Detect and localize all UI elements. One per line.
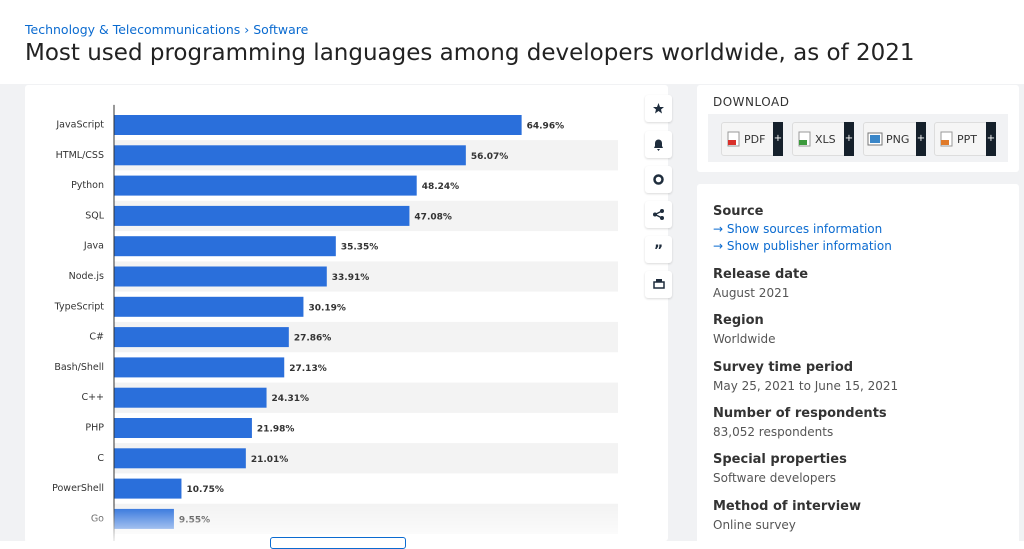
page-title: Most used programming languages among de…: [25, 40, 915, 66]
bar: [114, 357, 285, 378]
info-label: Special properties: [713, 452, 847, 468]
info-value: 83,052 respondents: [713, 424, 834, 439]
info-link[interactable]: → Show publisher information: [713, 239, 892, 253]
bar: [114, 205, 410, 226]
data-label: 33.91%: [332, 273, 370, 283]
data-label: 64.96%: [527, 122, 565, 132]
breadcrumb-link[interactable]: Technology & Telecommunications: [25, 22, 241, 37]
cite-button[interactable]: ”: [645, 236, 672, 263]
info-value: Online survey: [713, 517, 796, 532]
y-tick-label: Python: [71, 180, 104, 191]
y-tick-label: Node.js: [69, 271, 104, 282]
data-label: 24.31%: [272, 394, 310, 404]
y-tick-label: TypeScript: [54, 301, 105, 312]
bar: [114, 236, 336, 257]
download-label: PNG: [886, 132, 910, 146]
download-button[interactable]: PPT +: [934, 122, 996, 156]
download-button[interactable]: PDF +: [721, 122, 783, 156]
share-button[interactable]: [645, 201, 672, 228]
download-label: PPT: [957, 132, 977, 146]
bar: [114, 418, 252, 438]
info-value: Software developers: [713, 471, 837, 486]
info-value: May 25, 2021 to June 15, 2021: [713, 378, 899, 393]
info-label: Release date: [713, 267, 809, 282]
bar: [114, 387, 267, 408]
data-label: 10.75%: [186, 485, 224, 495]
svg-text:”: ”: [654, 243, 663, 259]
data-label: 56.07%: [471, 152, 509, 162]
download-label: PDF: [744, 132, 766, 146]
y-tick-label: HTML/CSS: [56, 150, 104, 161]
bar: [114, 478, 182, 499]
info-label: Method of interview: [713, 498, 862, 514]
breadcrumb-link[interactable]: Software: [253, 22, 309, 37]
info-label: Survey time period: [713, 359, 854, 375]
print-button[interactable]: [645, 271, 672, 298]
y-tick-label: C: [97, 453, 104, 464]
download-button[interactable]: PNG +: [863, 122, 926, 156]
info-label: Number of respondents: [713, 405, 887, 421]
data-label: 21.01%: [251, 455, 289, 465]
y-tick-label: SQL: [85, 210, 105, 221]
bar: [114, 115, 522, 135]
info-value: August 2021: [713, 286, 790, 300]
breadcrumb-separator: ›: [244, 22, 250, 37]
bar: [114, 327, 289, 348]
info-link[interactable]: → Show sources information: [713, 222, 883, 236]
download-title: DOWNLOAD: [713, 95, 790, 109]
y-tick-label: Java: [83, 241, 104, 252]
settings-button[interactable]: [645, 166, 672, 193]
bar: [114, 145, 466, 166]
y-tick-label: PHP: [85, 423, 104, 434]
fade-overlay: [25, 505, 625, 541]
download-button[interactable]: XLS +: [792, 122, 854, 156]
data-label: 35.35%: [341, 243, 379, 253]
y-tick-label: Bash/Shell: [54, 362, 104, 373]
data-label: 27.86%: [294, 334, 332, 344]
chart: JavaScript 64.96% HTML/CSS 56.07% Python 48.2…: [25, 104, 625, 541]
bar: [114, 296, 304, 317]
bar: [114, 266, 327, 287]
data-label: 21.98%: [257, 425, 295, 435]
info-card: [697, 184, 1019, 544]
data-label: 47.08%: [414, 212, 452, 222]
y-tick-label: JavaScript: [55, 120, 104, 131]
y-tick-label: C++: [81, 392, 104, 403]
data-label: 30.19%: [308, 303, 346, 313]
alert-button[interactable]: [645, 131, 672, 158]
favorite-button[interactable]: [645, 95, 672, 122]
button[interactable]: [270, 537, 406, 549]
breadcrumb: Technology & Telecommunications › Softwa…: [25, 22, 308, 37]
bar: [114, 175, 417, 196]
info-value: Worldwide: [713, 332, 776, 347]
data-label: 48.24%: [422, 182, 460, 192]
y-tick-label: PowerShell: [52, 483, 104, 494]
info-label: Source: [713, 204, 764, 219]
data-label: 27.13%: [289, 364, 327, 374]
download-label: XLS: [815, 132, 836, 146]
y-tick-label: C#: [89, 332, 104, 343]
bar: [114, 448, 246, 469]
info-label: Region: [713, 313, 764, 329]
